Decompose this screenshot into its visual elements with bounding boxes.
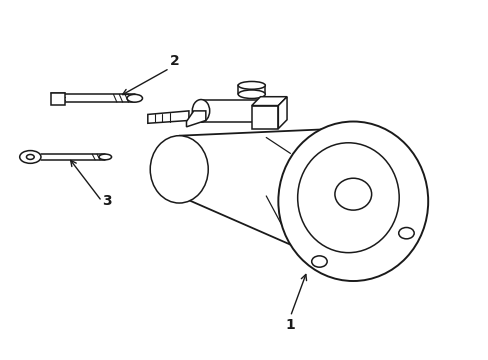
Polygon shape [51,93,64,104]
Ellipse shape [334,178,371,210]
Text: 3: 3 [102,194,111,208]
Ellipse shape [297,143,398,253]
Ellipse shape [259,100,278,122]
Polygon shape [251,105,278,129]
Polygon shape [251,97,286,105]
Ellipse shape [20,150,41,163]
Ellipse shape [99,154,111,160]
Text: 1: 1 [285,318,295,332]
Polygon shape [278,97,286,129]
Polygon shape [186,111,205,127]
Ellipse shape [311,256,326,267]
Ellipse shape [238,81,265,89]
Ellipse shape [238,90,265,99]
Ellipse shape [26,154,34,159]
Text: 2: 2 [169,54,179,68]
Ellipse shape [127,94,142,102]
Ellipse shape [398,228,413,239]
Ellipse shape [192,100,209,122]
Polygon shape [147,111,188,123]
Ellipse shape [150,136,208,203]
Ellipse shape [278,122,427,281]
